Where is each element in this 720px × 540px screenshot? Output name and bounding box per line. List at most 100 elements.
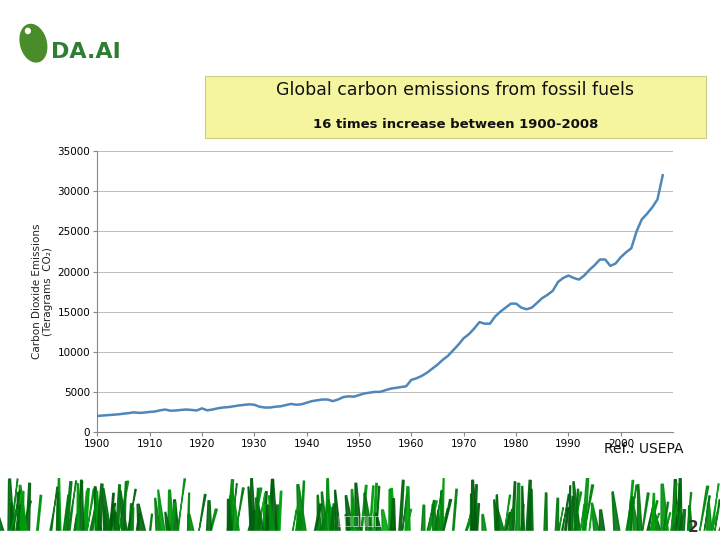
Polygon shape xyxy=(7,490,20,540)
Polygon shape xyxy=(135,514,140,540)
Polygon shape xyxy=(264,505,269,540)
Polygon shape xyxy=(355,483,362,540)
Polygon shape xyxy=(382,510,391,540)
Polygon shape xyxy=(263,504,270,540)
Polygon shape xyxy=(441,491,444,540)
Polygon shape xyxy=(579,485,593,540)
Polygon shape xyxy=(586,505,593,540)
Polygon shape xyxy=(707,484,719,540)
Polygon shape xyxy=(688,506,693,540)
Polygon shape xyxy=(494,500,501,540)
Polygon shape xyxy=(231,487,240,540)
Polygon shape xyxy=(113,481,129,540)
Polygon shape xyxy=(165,512,173,540)
Polygon shape xyxy=(460,512,472,540)
Polygon shape xyxy=(555,498,559,540)
Polygon shape xyxy=(401,509,412,540)
Polygon shape xyxy=(64,481,76,540)
Polygon shape xyxy=(11,503,14,540)
Text: DA.AI: DA.AI xyxy=(51,42,120,62)
Polygon shape xyxy=(206,501,212,540)
Polygon shape xyxy=(231,488,244,540)
Polygon shape xyxy=(647,514,660,540)
Polygon shape xyxy=(528,489,534,540)
Polygon shape xyxy=(248,488,262,540)
Polygon shape xyxy=(276,491,282,540)
Polygon shape xyxy=(326,478,330,540)
Polygon shape xyxy=(35,495,42,540)
Polygon shape xyxy=(96,484,103,540)
Polygon shape xyxy=(627,501,632,540)
Polygon shape xyxy=(643,501,654,540)
Polygon shape xyxy=(228,496,233,540)
Polygon shape xyxy=(599,510,606,540)
Polygon shape xyxy=(459,514,474,540)
Polygon shape xyxy=(60,495,69,540)
Polygon shape xyxy=(328,500,338,540)
Text: 2: 2 xyxy=(688,519,698,535)
Polygon shape xyxy=(297,507,300,540)
Polygon shape xyxy=(654,512,664,540)
Polygon shape xyxy=(364,493,374,540)
Polygon shape xyxy=(672,480,677,540)
Polygon shape xyxy=(21,498,26,540)
Polygon shape xyxy=(554,508,564,540)
Polygon shape xyxy=(437,510,441,540)
Polygon shape xyxy=(96,491,100,540)
Polygon shape xyxy=(644,501,658,540)
Polygon shape xyxy=(667,483,677,540)
Polygon shape xyxy=(7,479,18,540)
Polygon shape xyxy=(712,512,720,540)
Polygon shape xyxy=(573,489,579,540)
Polygon shape xyxy=(158,490,166,540)
Polygon shape xyxy=(173,500,179,540)
Ellipse shape xyxy=(20,24,47,62)
Polygon shape xyxy=(103,506,110,540)
Polygon shape xyxy=(374,487,379,540)
Polygon shape xyxy=(321,492,328,540)
Circle shape xyxy=(25,28,30,33)
Polygon shape xyxy=(390,499,396,540)
Polygon shape xyxy=(17,492,27,540)
Polygon shape xyxy=(57,478,61,540)
Polygon shape xyxy=(389,489,395,540)
Polygon shape xyxy=(86,497,97,540)
Polygon shape xyxy=(256,498,266,540)
Polygon shape xyxy=(345,515,355,540)
Polygon shape xyxy=(367,486,374,540)
Polygon shape xyxy=(228,484,237,540)
Text: 16 times increase between 1900-2008: 16 times increase between 1900-2008 xyxy=(312,118,598,131)
Polygon shape xyxy=(423,501,437,540)
Polygon shape xyxy=(228,500,233,540)
Polygon shape xyxy=(120,491,129,540)
Polygon shape xyxy=(471,480,478,540)
Polygon shape xyxy=(251,478,256,540)
Polygon shape xyxy=(569,496,574,540)
Polygon shape xyxy=(317,495,322,540)
Polygon shape xyxy=(168,490,174,540)
Polygon shape xyxy=(77,484,80,540)
Polygon shape xyxy=(297,485,307,540)
Polygon shape xyxy=(130,508,134,540)
Polygon shape xyxy=(390,489,395,540)
Polygon shape xyxy=(254,511,260,540)
Polygon shape xyxy=(82,489,95,540)
Polygon shape xyxy=(500,495,510,540)
Text: 與地球共生息: 與地球共生息 xyxy=(338,515,382,528)
Polygon shape xyxy=(266,480,274,540)
Polygon shape xyxy=(167,503,176,540)
Polygon shape xyxy=(294,512,301,540)
Polygon shape xyxy=(581,478,589,540)
Polygon shape xyxy=(115,485,120,540)
Polygon shape xyxy=(664,499,680,540)
Polygon shape xyxy=(107,494,114,540)
Polygon shape xyxy=(701,496,710,540)
Polygon shape xyxy=(661,484,670,540)
Polygon shape xyxy=(107,503,115,540)
Polygon shape xyxy=(71,515,77,540)
Polygon shape xyxy=(651,494,654,540)
Polygon shape xyxy=(632,503,641,540)
Polygon shape xyxy=(17,514,22,540)
Polygon shape xyxy=(544,493,547,540)
Text: Ref.: USEPA: Ref.: USEPA xyxy=(605,442,684,456)
